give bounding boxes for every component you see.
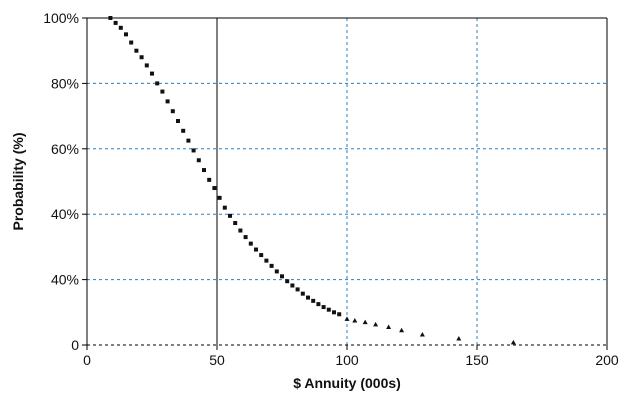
data-point	[285, 279, 290, 284]
data-point	[337, 312, 342, 317]
x-tick-label: 150	[465, 352, 489, 368]
data-point	[202, 168, 206, 173]
data-point	[311, 298, 316, 303]
y-axis-title: Probability (%)	[10, 132, 26, 230]
data-point	[316, 302, 321, 307]
data-point	[222, 205, 227, 210]
data-point	[300, 291, 305, 296]
data-point	[264, 258, 269, 263]
data-points	[108, 16, 516, 345]
data-point	[290, 283, 295, 288]
x-tick-label: 200	[595, 352, 619, 368]
data-point	[186, 138, 191, 143]
data-point	[269, 263, 274, 268]
data-point	[113, 20, 118, 25]
data-point	[212, 186, 217, 191]
y-tick-label: 60%	[51, 141, 79, 157]
data-point	[196, 158, 201, 163]
data-point	[144, 63, 149, 68]
data-point	[274, 269, 279, 274]
data-point	[456, 335, 462, 341]
x-tick-label: 50	[209, 352, 225, 368]
data-point	[176, 119, 180, 124]
y-tick-label: 40%	[51, 272, 79, 288]
y-tick-label: 0	[71, 337, 79, 353]
y-tick-label: 100%	[43, 10, 79, 26]
data-point	[306, 295, 310, 300]
data-point	[233, 221, 238, 226]
data-point	[419, 332, 425, 337]
data-point	[217, 195, 222, 200]
data-point	[129, 40, 134, 45]
x-axis-title: $ Annuity (000s)	[293, 375, 401, 391]
data-point	[124, 32, 128, 37]
data-point	[238, 228, 243, 233]
y-tick-label: 40%	[51, 206, 79, 222]
data-point	[160, 89, 165, 94]
data-point	[139, 55, 144, 60]
data-point	[150, 71, 154, 76]
data-point	[259, 253, 264, 258]
x-axis-ticks: 0 50 100 150 200	[83, 345, 619, 368]
data-point	[243, 235, 248, 240]
data-point	[165, 99, 170, 104]
data-point	[280, 274, 284, 279]
data-point	[362, 319, 368, 325]
data-point	[332, 310, 336, 315]
data-point	[399, 327, 405, 333]
data-point	[118, 25, 123, 30]
data-point	[254, 247, 258, 252]
data-point	[181, 128, 186, 133]
y-axis-ticks: 0 40% 40% 60% 80% 100%	[43, 10, 87, 353]
x-tick-label: 0	[83, 352, 91, 368]
data-point	[108, 16, 113, 20]
data-point	[352, 317, 358, 323]
data-point	[155, 81, 160, 86]
data-point	[134, 48, 139, 53]
y-tick-label: 80%	[51, 75, 79, 91]
data-point	[170, 109, 175, 114]
data-point	[344, 316, 350, 321]
plot-frame	[86, 17, 608, 346]
data-point	[510, 339, 516, 345]
grid-lines	[87, 18, 607, 346]
data-point	[295, 287, 300, 292]
data-point	[321, 305, 326, 310]
data-point	[326, 307, 331, 312]
data-point	[191, 148, 196, 153]
data-point	[386, 324, 392, 330]
data-point	[373, 321, 379, 327]
data-point	[207, 177, 212, 182]
x-tick-label: 100	[335, 352, 359, 368]
data-point	[228, 213, 232, 218]
data-point	[248, 241, 253, 246]
